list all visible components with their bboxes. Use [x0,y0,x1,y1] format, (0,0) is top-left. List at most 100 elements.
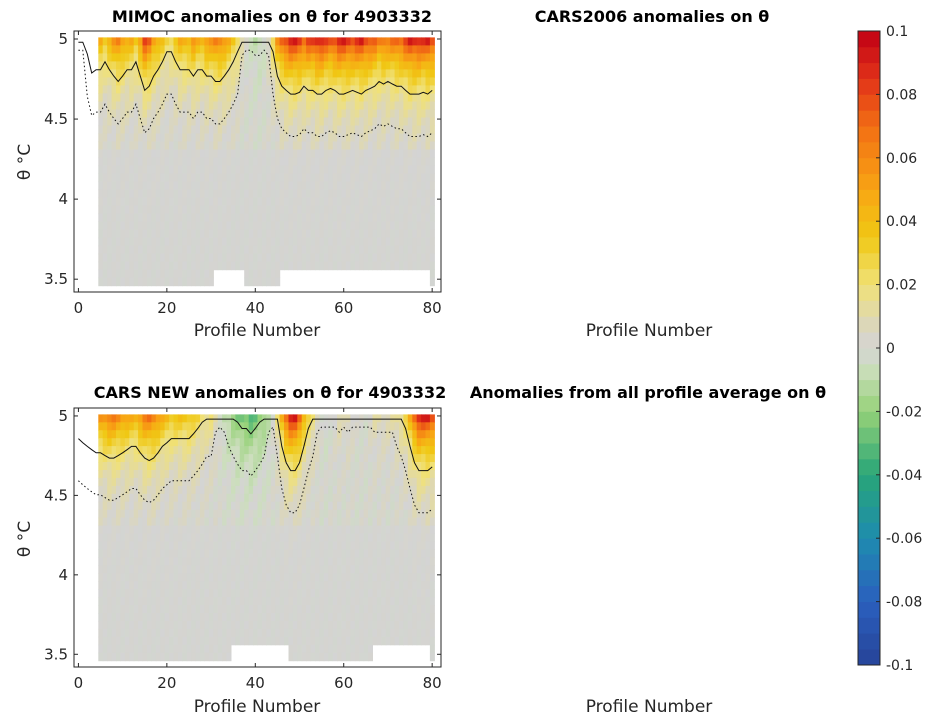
heatmap-cell [292,85,298,94]
heatmap-cell [124,149,130,159]
heatmap-cell [345,509,351,519]
heatmap-cell [164,93,170,102]
heatmap-cell [191,557,197,566]
heatmap-cell [275,501,281,511]
heatmap-cell [235,125,241,135]
x-tick-label: 0 [74,299,84,317]
heatmap-cell [323,652,329,662]
heatmap-cell [208,533,214,542]
heatmap-cell [275,549,281,558]
heatmap-cell [213,620,219,630]
heatmap-cell [204,644,210,654]
heatmap-cell [173,93,179,102]
heatmap-cell [368,589,373,598]
heatmap-cell [186,229,192,239]
heatmap-cell [102,61,108,70]
heatmap-cell [155,77,161,86]
heatmap-cell [390,45,396,54]
heatmap-cell [332,430,338,439]
heatmap-cell [328,565,334,574]
heatmap-cell [416,197,422,207]
heatmap-cell [124,652,130,662]
heatmap-cell [155,109,161,119]
heatmap-cell [138,613,144,622]
heatmap-cell [412,69,418,78]
heatmap-cell [275,422,281,431]
heatmap-cell [429,189,435,199]
heatmap-cell [124,117,130,127]
heatmap-cell [261,422,267,431]
colorbar-segment [858,585,880,602]
heatmap-cell [403,517,409,527]
heatmap-cell [204,149,210,159]
heatmap-cell [191,61,197,70]
heatmap-cell [208,557,214,566]
heatmap-cell [279,141,285,151]
heatmap-cell [390,589,396,598]
heatmap-cell [151,422,157,431]
heatmap-cell [204,197,210,207]
heatmap-cell [191,229,197,239]
heatmap-cell [354,549,360,558]
heatmap-cell [226,205,232,215]
heatmap-cell [275,133,281,143]
heatmap-cell [217,229,223,239]
heatmap-cell [301,61,307,70]
heatmap-cell [102,253,108,263]
heatmap-cell [120,430,126,439]
heatmap-cell [425,565,431,574]
heatmap-cell [284,253,289,263]
heatmap-cell [164,133,170,143]
heatmap-cell [425,438,431,447]
heatmap-cell [363,485,369,495]
heatmap-cell [354,261,360,271]
heatmap-cell [164,269,170,279]
heatmap-cell [151,85,157,94]
heatmap-cell [160,628,166,638]
heatmap-cell [208,509,214,519]
heatmap-cell [425,109,431,119]
heatmap-cell [200,557,205,566]
heatmap-cell [107,430,113,439]
heatmap-cell [147,205,152,215]
heatmap-cell [385,221,391,231]
heatmap-cell [253,501,259,511]
heatmap-cell [306,605,312,614]
heatmap-cell [261,636,267,646]
heatmap-cell [306,237,312,247]
heatmap-cell [332,517,338,527]
heatmap-cell [279,93,285,102]
heatmap-cell [142,157,148,167]
heatmap-cell [301,213,307,223]
heatmap-cell [319,636,325,646]
heatmap-cell [102,261,108,271]
heatmap-cell [111,541,117,550]
colorbar-segment [858,601,880,618]
heatmap-cell [292,533,298,542]
heatmap-cell [323,53,329,62]
heatmap-cell [257,525,263,535]
heatmap-cell [222,85,228,94]
heatmap-cell [120,422,126,431]
heatmap-cell [354,53,360,62]
heatmap-cell [323,565,329,574]
heatmap-cell [138,597,144,606]
heatmap-cell [301,149,307,159]
heatmap-cell [217,446,223,455]
heatmap-cell [412,45,418,54]
heatmap-cell [173,485,179,495]
heatmap-cell [341,229,347,239]
heatmap-cell [182,237,188,247]
heatmap-cell [257,620,263,630]
heatmap-cell [244,229,250,239]
heatmap-cell [226,636,232,646]
heatmap-cell [231,470,236,479]
heatmap-cell [133,628,139,638]
heatmap-cell [425,613,431,622]
heatmap-cell [354,69,360,78]
heatmap-cell [116,237,121,247]
heatmap-cell [248,69,254,78]
heatmap-cell [429,173,435,183]
heatmap-cell [288,557,294,566]
heatmap-cell [102,501,108,511]
